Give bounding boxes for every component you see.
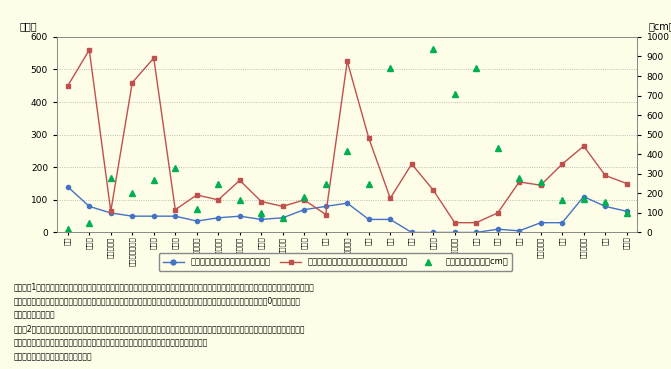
Text: 記録された中で最も高い値であり、実際の津波はこれよりも高かった可能性がある。: 記録された中で最も高い値であり、実際の津波はこれよりも高かった可能性がある。 (13, 338, 207, 347)
Text: （注）、1　波島森港、釜石、大船渡、石巻市髨川、相馬における津波の第１波の始まりの時刻は特定できなかったが、このうち釜石、大船渡、: （注）、1 波島森港、釜石、大船渡、石巻市髨川、相馬における津波の第１波の始まり… (13, 282, 314, 291)
Text: 資料）気象庁資料より国土交通省作成: 資料）気象庁資料より国土交通省作成 (13, 352, 92, 361)
Text: している。: している。 (13, 310, 55, 319)
Text: 石巻市髨川、相馬については、沿岸付近が波源域に含まれていたことが推測されるため、第１波到達までの時間を0分として表示: 石巻市髨川、相馬については、沿岸付近が波源域に含まれていたことが推測されるため、… (13, 296, 301, 305)
Legend: 第一波が到達するまでの時間（分）, 最大の高さの波が到達するまでの時間（分）, 最大の津波の高さ（cm）: 第一波が到達するまでの時間（分）, 最大の高さの波が到達するまでの時間（分）, … (159, 254, 512, 271)
Text: （cm）: （cm） (649, 21, 671, 31)
Text: （分）: （分） (19, 21, 37, 31)
Text: 2　十勝港、芫小牧東港、白老港、竜飛、八戸、宮古、釜石、大船渡、石巻市髨川、相馬における最大の津波の高さは、津波観測点で: 2 十勝港、芫小牧東港、白老港、竜飛、八戸、宮古、釜石、大船渡、石巻市髨川、相馬… (13, 324, 305, 333)
